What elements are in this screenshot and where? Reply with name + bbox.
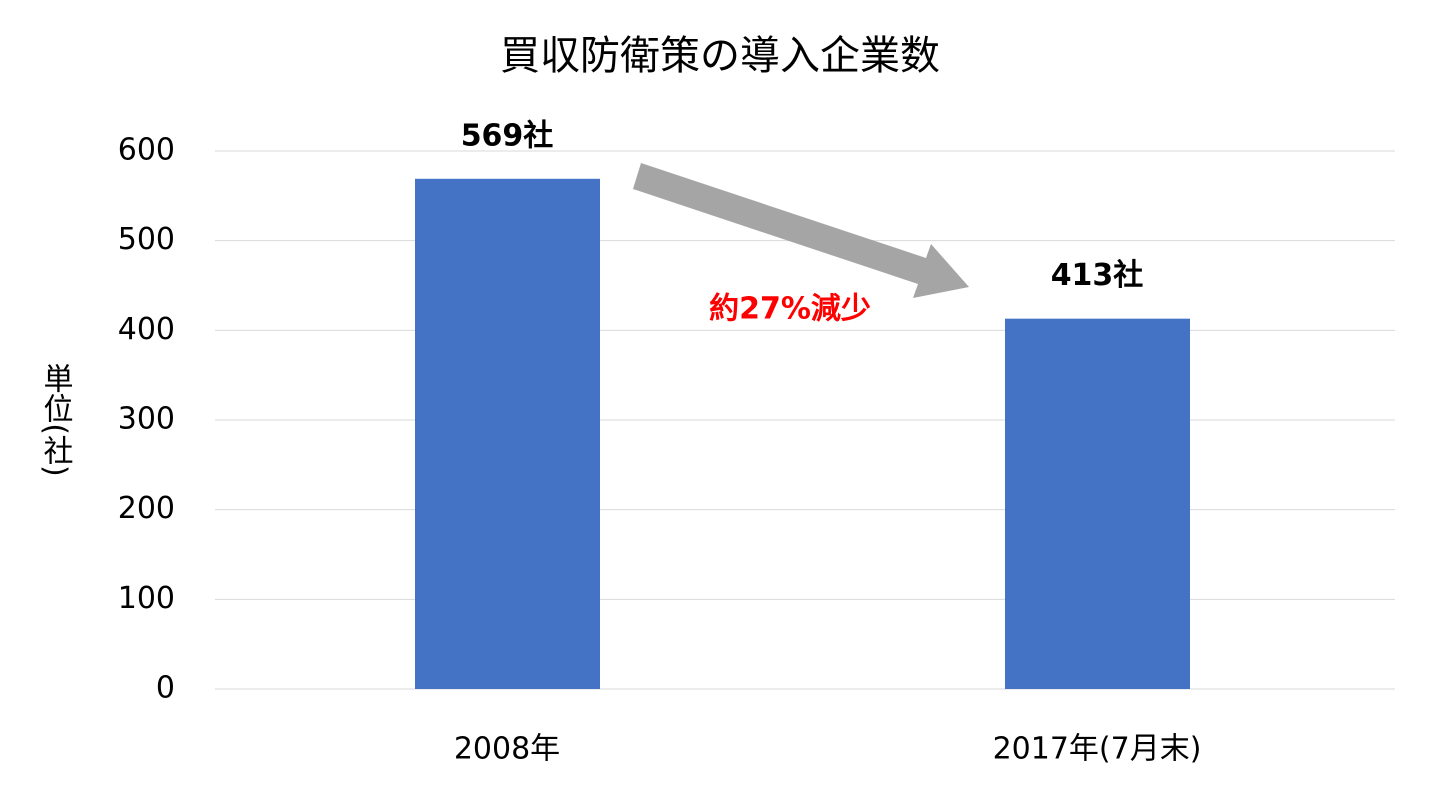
annotation: 約27%減少 xyxy=(709,292,871,327)
y-tick-label: 200 xyxy=(118,491,175,526)
value-label: 413社 xyxy=(1051,258,1144,293)
y-tick-label: 400 xyxy=(118,312,175,347)
x-tick-label: 2008年 xyxy=(454,732,560,767)
y-tick-label: 0 xyxy=(156,671,175,706)
bar xyxy=(1005,318,1190,689)
y-tick-label: 600 xyxy=(118,133,175,168)
x-tick-label: 2017年(7月末) xyxy=(993,732,1202,767)
trend-arrow xyxy=(633,163,969,298)
chart-title: 買収防衛策の導入企業数 xyxy=(500,33,940,79)
y-tick-label: 500 xyxy=(118,222,175,257)
y-tick-label: 100 xyxy=(118,581,175,616)
y-tick-label: 300 xyxy=(118,402,175,437)
value-label: 569社 xyxy=(461,118,554,153)
bar xyxy=(415,178,600,689)
y-axis-label: 単位(社) xyxy=(38,363,74,476)
